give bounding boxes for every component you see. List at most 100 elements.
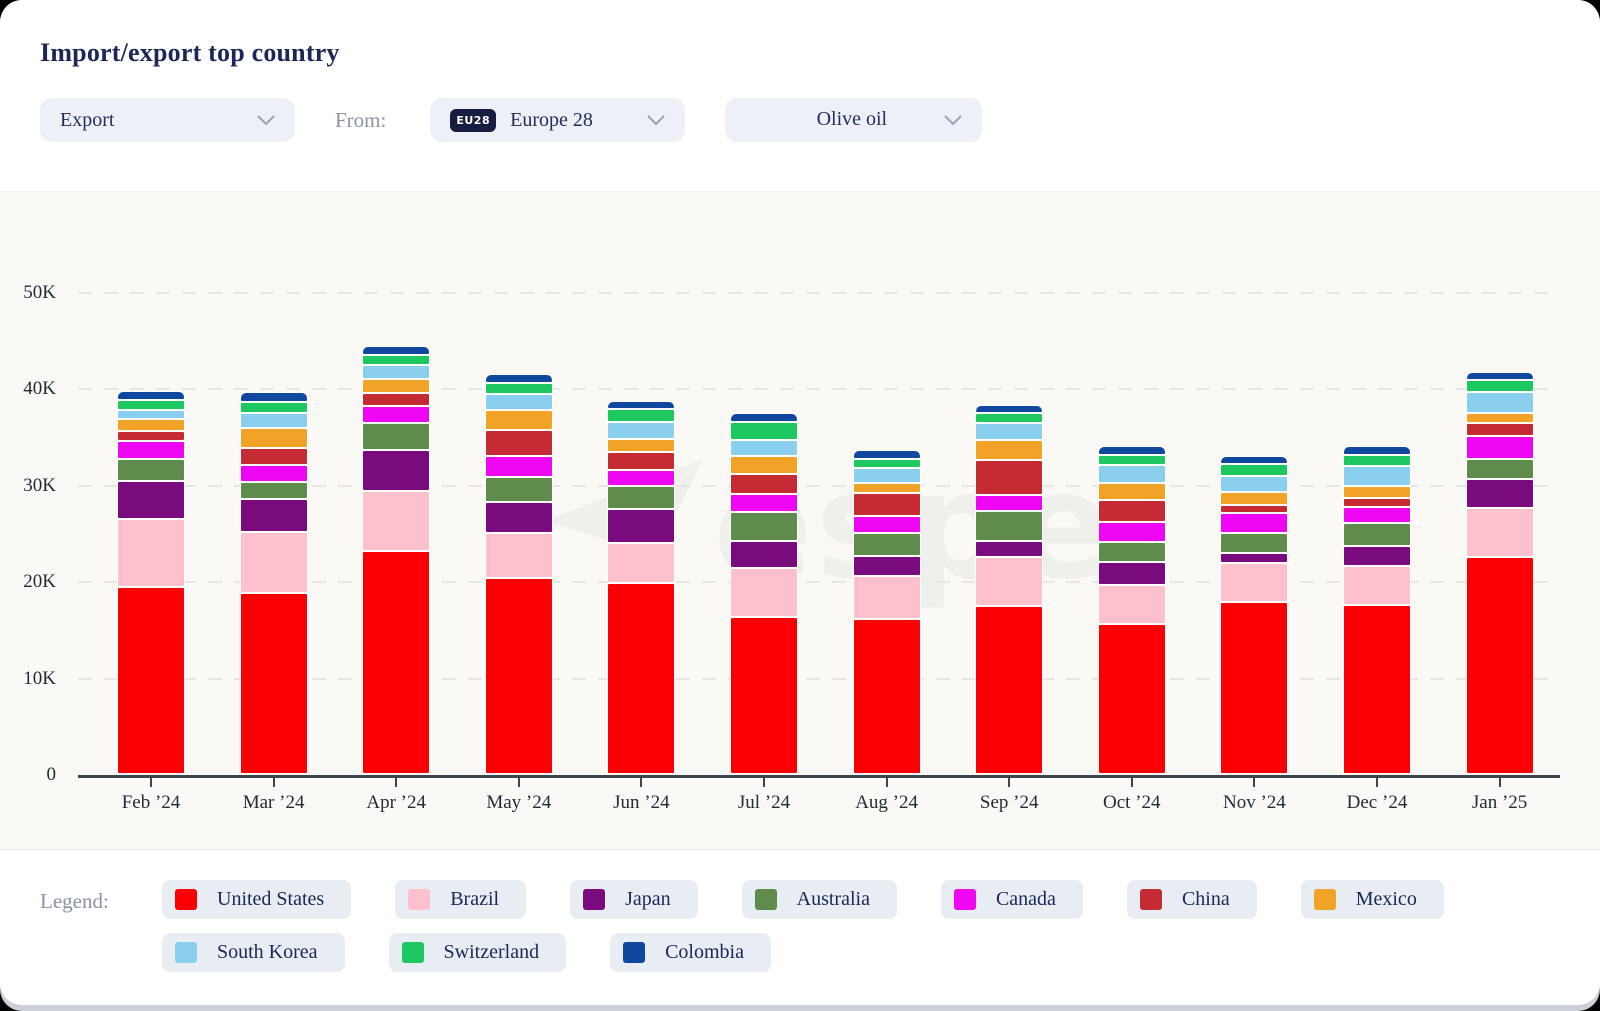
- segment-switzerland[interactable]: [1097, 455, 1166, 465]
- segment-switzerland[interactable]: [730, 422, 798, 440]
- segment-china[interactable]: [1343, 498, 1411, 508]
- segment-china[interactable]: [975, 459, 1044, 496]
- segment-japan[interactable]: [484, 502, 553, 534]
- segment-china[interactable]: [607, 452, 676, 471]
- legend-item-japan[interactable]: Japan: [570, 880, 698, 919]
- segment-canada[interactable]: [362, 405, 431, 424]
- segment-australia[interactable]: [975, 510, 1044, 541]
- segment-south-korea[interactable]: [117, 409, 185, 420]
- segment-brazil[interactable]: [975, 557, 1044, 607]
- segment-brazil[interactable]: [239, 532, 308, 593]
- segment-japan[interactable]: [362, 450, 431, 491]
- segment-brazil[interactable]: [484, 533, 553, 579]
- segment-japan[interactable]: [730, 540, 798, 568]
- segment-china[interactable]: [484, 429, 553, 456]
- segment-china[interactable]: [1465, 423, 1534, 436]
- segment-china[interactable]: [117, 430, 185, 441]
- segment-switzerland[interactable]: [1465, 379, 1534, 393]
- segment-mexico[interactable]: [852, 483, 921, 493]
- segment-south-korea[interactable]: [975, 423, 1044, 441]
- segment-switzerland[interactable]: [362, 354, 431, 366]
- segment-colombia[interactable]: [852, 450, 921, 459]
- segment-brazil[interactable]: [1465, 507, 1534, 558]
- segment-canada[interactable]: [1465, 435, 1534, 459]
- segment-japan[interactable]: [1343, 545, 1411, 566]
- segment-switzerland[interactable]: [117, 400, 185, 410]
- segment-south-korea[interactable]: [239, 413, 308, 428]
- legend-item-mexico[interactable]: Mexico: [1300, 880, 1444, 919]
- segment-switzerland[interactable]: [484, 382, 553, 395]
- segment-united-states[interactable]: [117, 587, 185, 774]
- segment-australia[interactable]: [1343, 522, 1411, 546]
- segment-united-states[interactable]: [484, 578, 553, 774]
- segment-canada[interactable]: [239, 464, 308, 482]
- segment-brazil[interactable]: [117, 518, 185, 587]
- segment-mexico[interactable]: [117, 419, 185, 431]
- legend-item-united-states[interactable]: United States: [162, 880, 352, 919]
- segment-switzerland[interactable]: [975, 413, 1044, 424]
- segment-south-korea[interactable]: [484, 394, 553, 410]
- segment-japan[interactable]: [975, 540, 1044, 558]
- segment-south-korea[interactable]: [362, 365, 431, 379]
- segment-japan[interactable]: [1097, 561, 1166, 586]
- segment-mexico[interactable]: [1343, 485, 1411, 499]
- segment-switzerland[interactable]: [239, 401, 308, 414]
- segment-japan[interactable]: [117, 481, 185, 519]
- segment-canada[interactable]: [1220, 512, 1289, 534]
- segment-switzerland[interactable]: [607, 408, 676, 423]
- segment-japan[interactable]: [852, 556, 921, 577]
- legend-item-switzerland[interactable]: Switzerland: [388, 933, 567, 972]
- segment-united-states[interactable]: [1343, 605, 1411, 774]
- segment-japan[interactable]: [1220, 553, 1289, 563]
- segment-colombia[interactable]: [975, 404, 1044, 414]
- segment-united-states[interactable]: [362, 551, 431, 774]
- segment-japan[interactable]: [1465, 479, 1534, 508]
- segment-south-korea[interactable]: [1220, 476, 1289, 492]
- segment-colombia[interactable]: [1343, 446, 1411, 456]
- segment-australia[interactable]: [852, 533, 921, 557]
- segment-mexico[interactable]: [1465, 412, 1534, 424]
- segment-south-korea[interactable]: [730, 439, 798, 456]
- legend-item-australia[interactable]: Australia: [741, 880, 897, 919]
- segment-south-korea[interactable]: [852, 467, 921, 484]
- segment-japan[interactable]: [607, 508, 676, 543]
- segment-canada[interactable]: [607, 470, 676, 486]
- segment-mexico[interactable]: [484, 409, 553, 430]
- segment-china[interactable]: [1220, 505, 1289, 513]
- segment-colombia[interactable]: [239, 392, 308, 402]
- legend-item-canada[interactable]: Canada: [940, 880, 1083, 919]
- segment-china[interactable]: [730, 474, 798, 494]
- segment-united-states[interactable]: [730, 616, 798, 774]
- legend-item-china[interactable]: China: [1126, 880, 1257, 919]
- segment-mexico[interactable]: [607, 438, 676, 453]
- segment-united-states[interactable]: [239, 592, 308, 774]
- segment-canada[interactable]: [1097, 521, 1166, 542]
- segment-colombia[interactable]: [730, 413, 798, 423]
- segment-mexico[interactable]: [730, 455, 798, 475]
- segment-australia[interactable]: [239, 481, 308, 500]
- segment-china[interactable]: [852, 492, 921, 516]
- segment-canada[interactable]: [484, 455, 553, 478]
- segment-australia[interactable]: [607, 485, 676, 509]
- segment-south-korea[interactable]: [607, 422, 676, 439]
- segment-switzerland[interactable]: [1343, 455, 1411, 466]
- legend-item-south-korea[interactable]: South Korea: [162, 933, 345, 972]
- segment-mexico[interactable]: [239, 427, 308, 449]
- legend-item-brazil[interactable]: Brazil: [395, 880, 527, 919]
- segment-south-korea[interactable]: [1465, 392, 1534, 413]
- segment-brazil[interactable]: [607, 542, 676, 584]
- segment-united-states[interactable]: [852, 618, 921, 774]
- segment-canada[interactable]: [117, 440, 185, 459]
- segment-mexico[interactable]: [1220, 491, 1289, 506]
- segment-colombia[interactable]: [484, 374, 553, 383]
- segment-united-states[interactable]: [1220, 602, 1289, 774]
- segment-colombia[interactable]: [117, 390, 185, 401]
- segment-mexico[interactable]: [1097, 482, 1166, 501]
- segment-colombia[interactable]: [1465, 372, 1534, 380]
- segment-australia[interactable]: [484, 477, 553, 503]
- segment-brazil[interactable]: [1343, 565, 1411, 606]
- flow-select[interactable]: Export: [40, 98, 295, 142]
- segment-united-states[interactable]: [1097, 623, 1166, 774]
- segment-colombia[interactable]: [1220, 456, 1289, 464]
- segment-colombia[interactable]: [362, 345, 431, 355]
